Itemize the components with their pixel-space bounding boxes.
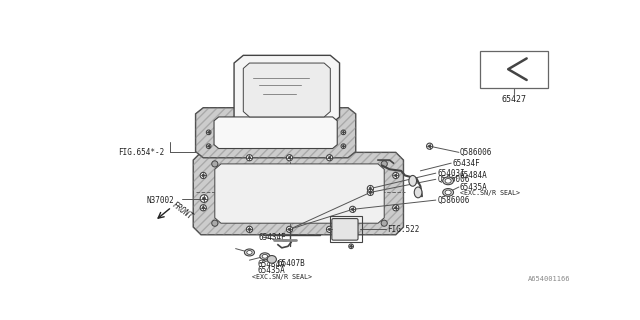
Polygon shape [215,164,384,223]
Ellipse shape [445,190,451,195]
Circle shape [369,191,372,194]
Circle shape [393,172,399,179]
Text: 65484A: 65484A [460,171,488,180]
Ellipse shape [409,175,417,186]
Text: 65484A: 65484A [257,260,285,268]
Circle shape [342,145,344,147]
Text: FRONT: FRONT [170,200,195,221]
Circle shape [341,130,346,135]
Circle shape [246,226,253,232]
Circle shape [328,156,331,159]
Circle shape [428,145,431,148]
Circle shape [212,161,218,167]
Text: 65403I: 65403I [437,169,465,178]
Polygon shape [234,55,340,124]
Text: 65434E: 65434E [259,233,287,242]
Circle shape [206,144,211,148]
Circle shape [288,156,291,159]
Text: 65435A: 65435A [460,182,488,191]
Circle shape [367,189,373,196]
Ellipse shape [260,253,270,260]
Circle shape [367,186,373,192]
Circle shape [393,205,399,211]
Circle shape [342,132,344,133]
Circle shape [350,245,352,247]
Text: Q586006: Q586006 [437,175,470,184]
Circle shape [202,207,205,209]
Circle shape [427,143,433,149]
Circle shape [246,155,253,161]
Ellipse shape [443,188,454,196]
Circle shape [208,132,209,133]
Polygon shape [193,152,403,235]
Text: 65407B: 65407B [278,259,306,268]
Ellipse shape [443,177,454,185]
Text: Q586006: Q586006 [437,196,470,204]
Circle shape [394,207,397,209]
Circle shape [381,220,387,226]
Text: FIG.522: FIG.522 [387,225,420,234]
Circle shape [206,130,211,135]
Ellipse shape [267,256,276,263]
Circle shape [208,145,209,147]
Text: 65427: 65427 [502,95,527,105]
Circle shape [326,155,333,161]
Circle shape [394,174,397,177]
Ellipse shape [244,249,255,256]
Circle shape [351,208,354,211]
Circle shape [248,228,251,231]
Polygon shape [196,108,356,158]
Circle shape [328,228,331,231]
Circle shape [212,220,218,226]
Circle shape [381,161,387,167]
Circle shape [200,195,208,203]
Text: 65434F: 65434F [452,159,481,168]
Text: FIG.654*-2: FIG.654*-2 [118,148,164,157]
Ellipse shape [445,179,451,183]
Ellipse shape [414,187,422,198]
Text: A654001166: A654001166 [528,276,570,283]
Ellipse shape [262,254,268,258]
Circle shape [248,156,251,159]
Ellipse shape [247,251,252,254]
Circle shape [202,197,205,200]
Circle shape [341,144,346,148]
Polygon shape [243,63,330,117]
Bar [481,51,548,88]
Bar [330,216,362,243]
Text: 65435A: 65435A [257,266,285,275]
Circle shape [287,155,292,161]
Text: Q586006: Q586006 [460,148,492,157]
Text: N37002: N37002 [147,196,174,204]
Circle shape [326,226,333,232]
Circle shape [369,187,372,190]
Circle shape [288,228,291,231]
Circle shape [349,206,356,212]
Circle shape [200,205,206,211]
Text: <EXC.SN/R SEAL>: <EXC.SN/R SEAL> [252,274,312,280]
Text: <EXC.SN/R SEAL>: <EXC.SN/R SEAL> [460,190,520,196]
Polygon shape [214,117,337,148]
FancyBboxPatch shape [332,219,358,240]
Circle shape [287,226,292,232]
Circle shape [349,244,353,249]
Circle shape [200,172,206,179]
Circle shape [202,174,205,177]
